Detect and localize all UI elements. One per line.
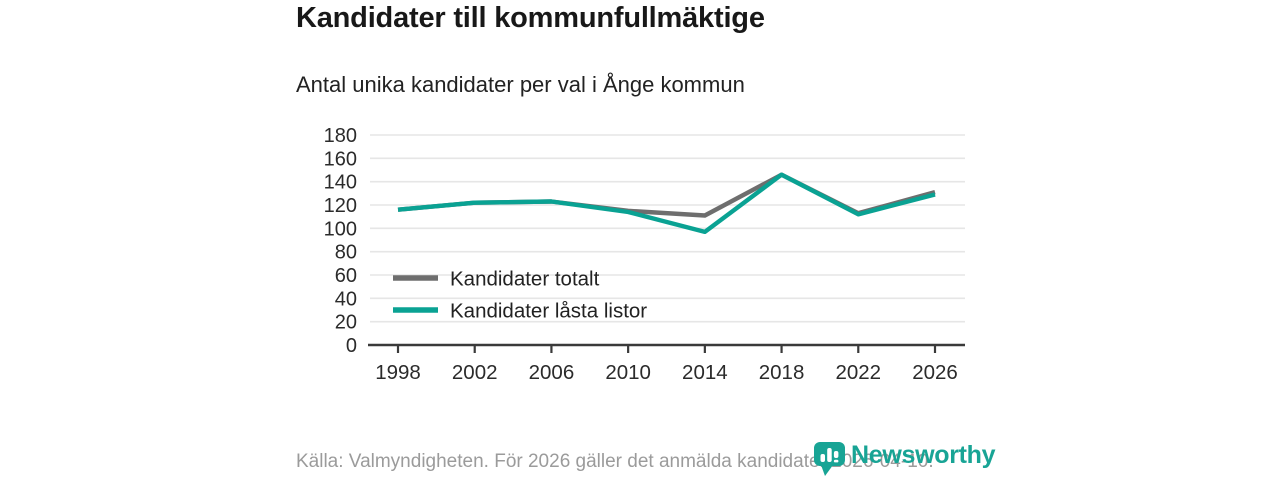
svg-text:2010: 2010 xyxy=(605,361,651,384)
legend: Kandidater totalt Kandidater låsta listor xyxy=(393,268,647,323)
svg-text:0: 0 xyxy=(346,335,357,357)
chart-subtitle: Antal unika kandidater per val i Ånge ko… xyxy=(296,72,745,97)
series-line-kandidater-totalt xyxy=(397,172,936,218)
svg-text:80: 80 xyxy=(335,242,357,264)
svg-text:100: 100 xyxy=(324,218,357,240)
svg-text:40: 40 xyxy=(335,288,357,310)
y-gridlines xyxy=(370,134,965,323)
svg-text:2022: 2022 xyxy=(835,361,881,384)
svg-text:2014: 2014 xyxy=(682,361,728,384)
svg-text:20: 20 xyxy=(335,312,357,334)
line-chart: 0 20 40 60 80 100 120 140 160 180 1998 2002 2006 2010… xyxy=(290,122,990,392)
svg-text:60: 60 xyxy=(335,265,357,287)
svg-text:120: 120 xyxy=(324,195,357,217)
svg-text:1998: 1998 xyxy=(375,361,421,384)
svg-text:160: 160 xyxy=(324,148,357,170)
series-line-kandidater-l-sta-listor xyxy=(397,172,936,235)
x-axis xyxy=(368,343,965,353)
x-axis-labels: 1998 2002 2006 2010 2014 2018 2022 2026 xyxy=(375,361,958,384)
legend-label: Kandidater totalt xyxy=(450,268,600,291)
svg-text:2006: 2006 xyxy=(529,361,575,384)
newsworthy-bar-chart-bubble-icon xyxy=(814,442,845,476)
svg-text:2026: 2026 xyxy=(912,361,958,384)
svg-text:140: 140 xyxy=(324,172,357,194)
svg-text:2018: 2018 xyxy=(759,361,805,384)
newsworthy-logo[interactable]: Newsworthy xyxy=(813,440,996,478)
page-title: Kandidater till kommunfullmäktige xyxy=(296,2,765,34)
svg-text:180: 180 xyxy=(324,125,357,147)
source-note: Källa: Valmyndigheten. För 2026 gäller d… xyxy=(296,451,934,472)
newsworthy-wordmark: Newsworthy xyxy=(851,441,996,469)
svg-text:2002: 2002 xyxy=(452,361,498,384)
legend-label: Kandidater låsta listor xyxy=(450,300,647,323)
